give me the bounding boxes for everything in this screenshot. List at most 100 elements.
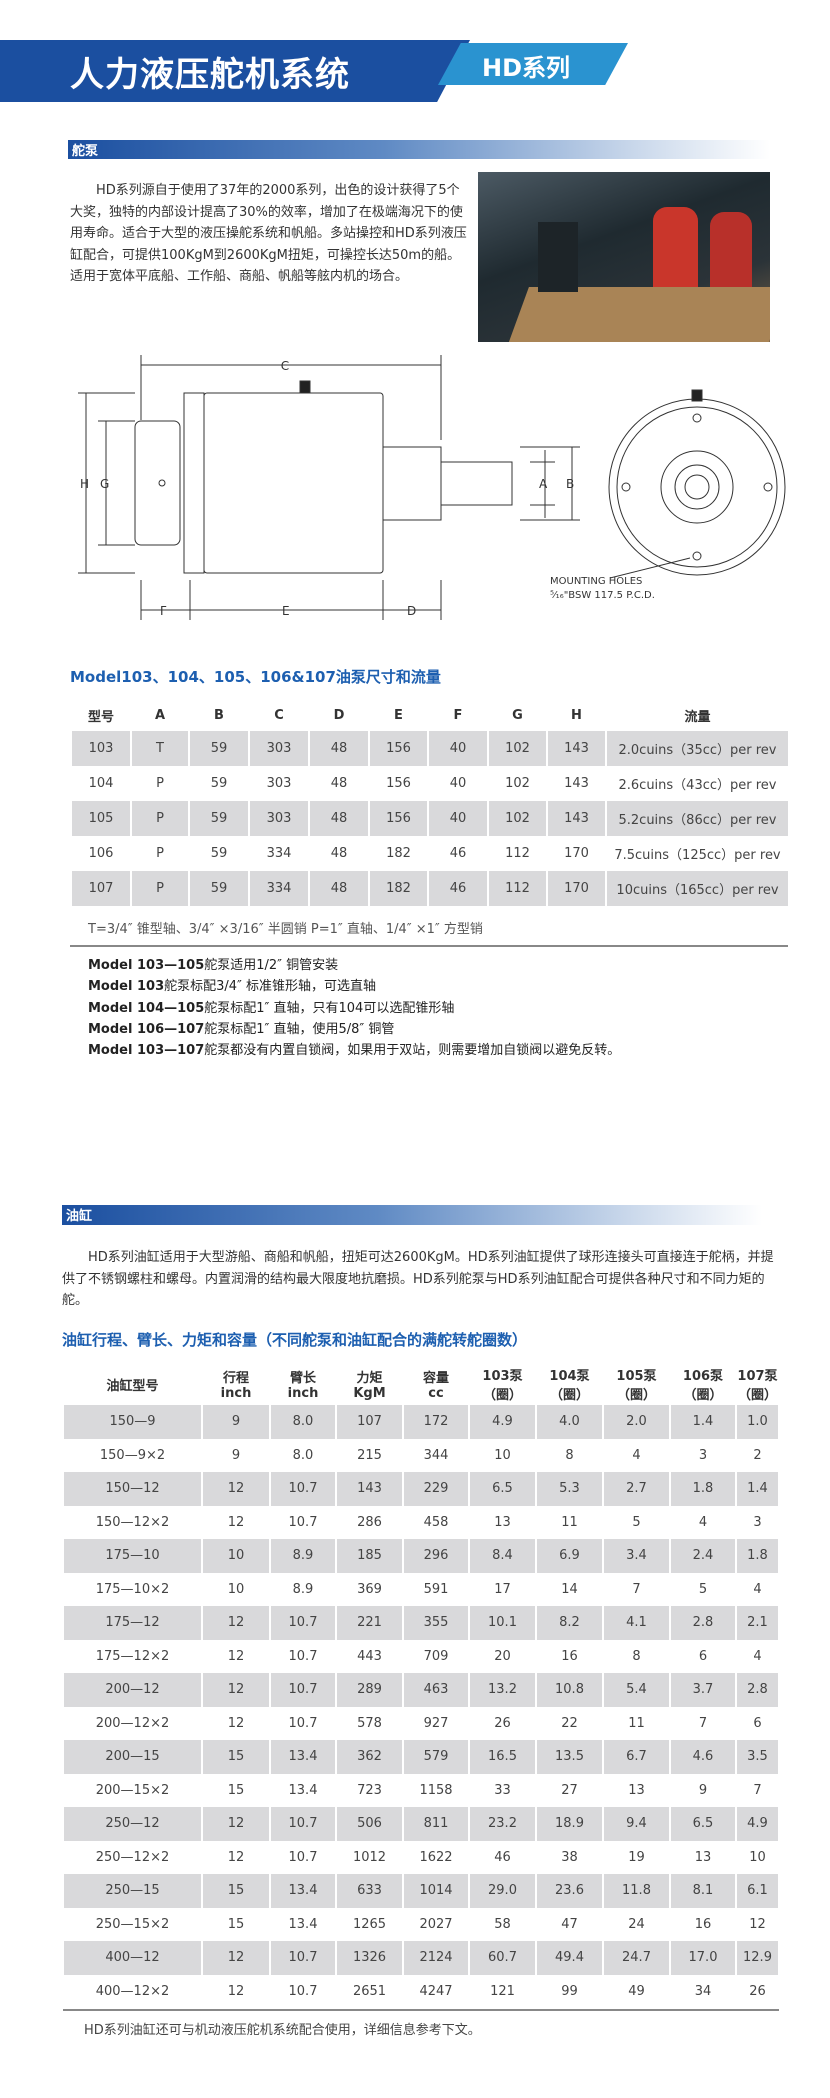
table-cell: 579 bbox=[404, 1740, 468, 1774]
table-cell: 400—12×2 bbox=[95, 1983, 170, 1999]
mounting-holes-line2: ⁵⁄₁₆"BSW 117.5 P.C.D. bbox=[550, 590, 655, 601]
table-cell: 11 bbox=[628, 1715, 645, 1731]
table-cell: 60.7 bbox=[470, 1941, 535, 1975]
note-text: 舵泵标配3/4″ 标准锥形轴，可选直轴 bbox=[164, 979, 377, 995]
table-cell: 40 bbox=[429, 801, 487, 836]
table-cell: 23.2 bbox=[470, 1807, 535, 1841]
table-cell: 4.1 bbox=[604, 1606, 669, 1640]
dim-label-b: B bbox=[566, 477, 574, 491]
table-cell: 12 bbox=[227, 1715, 245, 1731]
table-cell: 2.1 bbox=[737, 1606, 778, 1640]
note-text: 舵泵标配1″ 直轴，使用5/8″ 铜管 bbox=[204, 1021, 395, 1037]
table-cell: 1622 bbox=[419, 1849, 453, 1865]
table-cell: 362 bbox=[337, 1740, 402, 1774]
series-tab-label: HD系列 bbox=[482, 54, 571, 82]
table-cell: 11 bbox=[561, 1514, 578, 1530]
table-cell: 103 bbox=[72, 731, 130, 766]
note-model: Model 103 bbox=[88, 979, 165, 995]
table-cell: 811 bbox=[404, 1807, 468, 1841]
table-cell: 99 bbox=[561, 1983, 578, 1999]
table-cell: 250—15 bbox=[64, 1874, 201, 1908]
table-cell: 10.7 bbox=[271, 1673, 335, 1707]
table-cell: 3.7 bbox=[671, 1673, 735, 1707]
table-cell: 12 bbox=[227, 1648, 245, 1664]
table-cell: 4 bbox=[632, 1447, 641, 1463]
table-row: 250—15×2 15 13.4 1265 2027 58 47 24 16 12 bbox=[64, 1908, 778, 1942]
table-cell: 48 bbox=[310, 801, 368, 836]
column-header-line1: 103泵 bbox=[482, 1369, 523, 1384]
table-cell: 34 bbox=[694, 1983, 712, 1999]
table-cell: 6.7 bbox=[604, 1740, 669, 1774]
table-cell: 20 bbox=[494, 1648, 511, 1664]
table-row: 200—15×2 15 13.4 723 1158 33 27 13 9 7 bbox=[64, 1774, 778, 1808]
table-cell: 47 bbox=[561, 1916, 578, 1932]
cylinder-table-title: 油缸行程、臂长、力矩和容量（不同舵泵和油缸配合的满舵转舵圈数） bbox=[62, 1331, 528, 1349]
table-cell: 250—12×2 bbox=[95, 1849, 170, 1865]
column-header: 容量 cc bbox=[404, 1363, 468, 1405]
table-cell: 13.4 bbox=[288, 1782, 318, 1798]
table-cell: P bbox=[156, 846, 164, 861]
table-cell: 182 bbox=[386, 846, 411, 861]
table-cell: 443 bbox=[357, 1648, 382, 1664]
table-row: 150—9×2 9 8.0 215 344 10 8 4 3 2 bbox=[64, 1439, 778, 1473]
note-line: Model 103—107舵泵都没有内置自锁阀，如果用于双站，则需要增加自锁阀以… bbox=[88, 1040, 620, 1061]
column-header-line1: 行程 bbox=[222, 1371, 249, 1386]
table-cell: 369 bbox=[357, 1581, 382, 1597]
table-cell: 10.7 bbox=[271, 1807, 335, 1841]
section-bar-cylinder: 油缸 bbox=[62, 1205, 762, 1225]
table-row: 250—15 15 13.4 633 1014 29.0 23.6 11.8 8.1 6.1 bbox=[64, 1874, 778, 1908]
pump-spec-table: 型号 A B C D E F G H 流量 103 T 59 303 48 156 40 102 143 2.0cui… bbox=[70, 700, 790, 906]
column-header-line1: 104泵 bbox=[549, 1369, 590, 1384]
table-cell: 8.9 bbox=[292, 1581, 314, 1597]
table-cell: 8.0 bbox=[271, 1405, 335, 1439]
note-model: Model 104—105 bbox=[88, 1000, 205, 1016]
column-header: D bbox=[333, 708, 345, 723]
table-cell: 6.5 bbox=[671, 1807, 735, 1841]
table-cell: 12 bbox=[749, 1916, 766, 1932]
table-cell: 7.5cuins（125cc）per rev bbox=[614, 848, 781, 863]
table-cell: 150—12 bbox=[64, 1472, 201, 1506]
table-cell: 48 bbox=[310, 731, 368, 766]
table-cell: 6.5 bbox=[470, 1472, 535, 1506]
table-cell: 143 bbox=[564, 776, 589, 791]
table-cell: 15 bbox=[203, 1740, 269, 1774]
table-cell: 10 bbox=[227, 1581, 245, 1597]
table-cell: 4 bbox=[753, 1648, 762, 1664]
table-cell: 1012 bbox=[352, 1849, 387, 1865]
table-cell: 7 bbox=[698, 1715, 708, 1731]
table-cell: P bbox=[132, 801, 188, 836]
table-cell: 4.6 bbox=[671, 1740, 735, 1774]
table-cell: 200—12×2 bbox=[95, 1715, 170, 1731]
table-cell: 182 bbox=[370, 871, 427, 906]
table-cell: 102 bbox=[505, 776, 530, 791]
table-cell: 172 bbox=[404, 1405, 468, 1439]
column-header: H bbox=[571, 708, 582, 723]
table-row: 175—12 12 10.7 221 355 10.1 8.2 4.1 2.8 2.1 bbox=[64, 1606, 778, 1640]
table-cell: 15 bbox=[227, 1782, 245, 1798]
table-cell: 24 bbox=[628, 1916, 645, 1932]
column-header-line1: 106泵 bbox=[682, 1369, 724, 1384]
table-cell: 5 bbox=[698, 1581, 708, 1597]
dim-label-g: G bbox=[100, 477, 109, 491]
table-cell: 16 bbox=[694, 1916, 712, 1932]
table-cell: 286 bbox=[357, 1514, 382, 1530]
table-cell: 1.8 bbox=[671, 1472, 735, 1506]
divider bbox=[70, 945, 788, 947]
table-cell: 10.7 bbox=[288, 1983, 318, 1999]
table-cell: 200—15×2 bbox=[95, 1782, 170, 1798]
table-cell: 102 bbox=[489, 801, 546, 836]
table-row: 175—10×2 10 8.9 369 591 17 14 7 5 4 bbox=[64, 1573, 778, 1607]
table-cell: 49.4 bbox=[537, 1941, 602, 1975]
table-cell: 48 bbox=[310, 871, 368, 906]
table-row: 106 P 59 334 48 182 46 112 170 7.5cuins（125cc）per… bbox=[72, 836, 788, 871]
column-header-line1: 107泵 bbox=[737, 1369, 778, 1384]
table-cell: 7 bbox=[753, 1782, 762, 1798]
table-cell: 33 bbox=[494, 1782, 511, 1798]
table-cell: 10.1 bbox=[470, 1606, 535, 1640]
table-cell: 13 bbox=[628, 1782, 645, 1798]
table-cell: 5.2cuins（86cc）per rev bbox=[607, 801, 788, 836]
table-cell: 344 bbox=[423, 1447, 449, 1463]
column-header: 107泵 （圈） bbox=[737, 1363, 778, 1405]
table-cell: 3 bbox=[698, 1447, 708, 1463]
table-cell: 2651 bbox=[352, 1983, 387, 1999]
